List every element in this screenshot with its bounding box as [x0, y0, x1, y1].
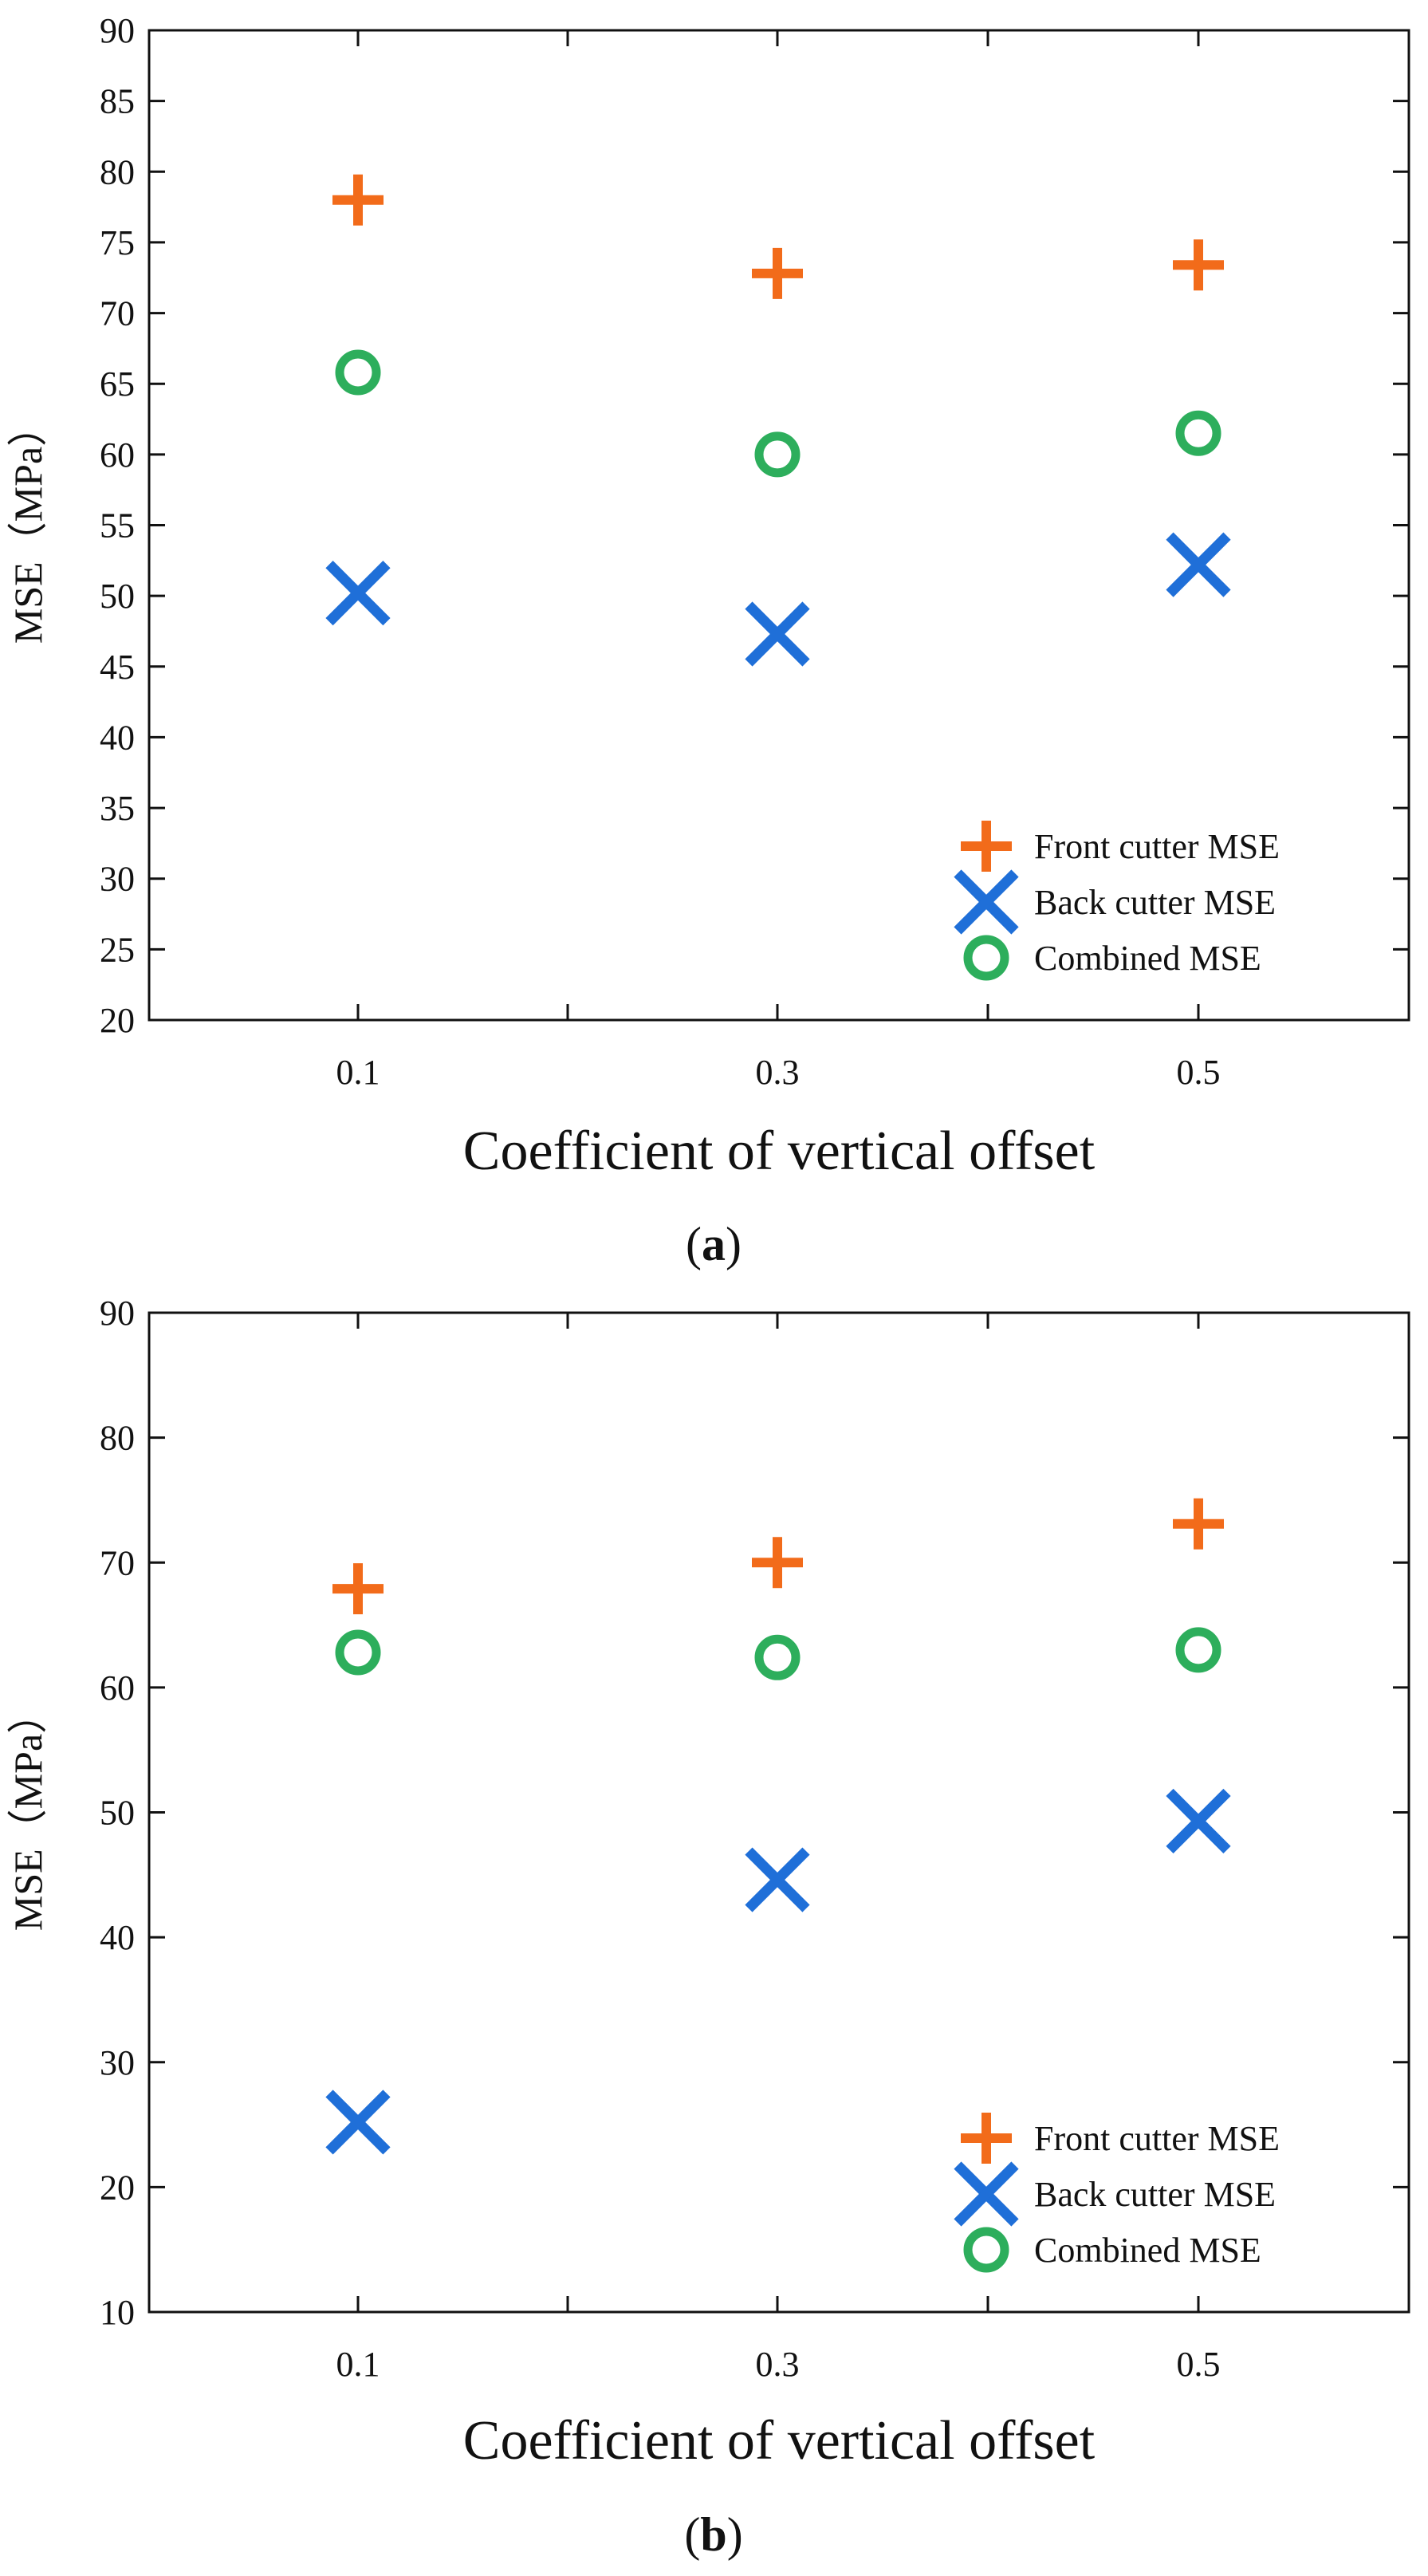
panel-label: (a)	[686, 1218, 742, 1270]
data-point-front	[752, 1537, 803, 1589]
data-point-back	[325, 2090, 391, 2155]
y-tick-label: 50	[100, 1794, 135, 1833]
y-tick-label: 10	[100, 2293, 135, 2332]
y-tick-label: 65	[100, 364, 135, 404]
x-tick-label: 0.1	[336, 1053, 380, 1092]
data-point-back	[1166, 532, 1231, 597]
y-tick-label: 80	[100, 152, 135, 191]
legend-marker-front	[961, 2113, 1012, 2164]
y-tick-label: 50	[100, 577, 135, 616]
panel-label: (b)	[684, 2508, 742, 2561]
y-tick-label: 40	[100, 1918, 135, 1957]
legend-marker-back	[954, 869, 1019, 935]
legend-marker-combined	[963, 935, 1009, 981]
chart-panel-a: 20 25 30 35 40 45 50 55 60 65 70 75 80 85 90 0.1 0.3 0.5 C…	[6, 11, 1410, 1270]
y-tick-label: 75	[100, 223, 135, 262]
x-axis-title: Coefficient of vertical offset	[463, 1121, 1096, 1182]
x-axis-title: Coefficient of vertical offset	[463, 2410, 1096, 2472]
y-tick-label: 35	[100, 789, 135, 828]
y-tick-label: 60	[100, 435, 135, 475]
x-tick-label: 0.1	[336, 2345, 380, 2384]
legend-marker-combined	[963, 2227, 1009, 2273]
y-tick-label: 90	[100, 11, 135, 50]
y-tick-label: 30	[100, 860, 135, 899]
data-point-front	[1173, 239, 1224, 291]
x-tick-label: 0.3	[756, 1053, 800, 1092]
y-tick-label: 55	[100, 506, 135, 546]
y-axis-title: MSE（MPa）	[6, 407, 50, 644]
data-point-front	[332, 174, 384, 226]
data-point-front	[332, 1563, 384, 1615]
legend-marker-front	[961, 821, 1012, 872]
data-point-front	[752, 247, 803, 299]
legend-marker-back	[954, 2161, 1019, 2227]
panel-letter: a	[702, 1218, 726, 1270]
y-tick-label: 80	[100, 1419, 135, 1458]
legend-label-back: Back cutter MSE	[1034, 883, 1276, 922]
data-point-back	[325, 561, 391, 626]
y-axis-title: MSE（MPa）	[6, 1694, 50, 1931]
y-tick-label: 40	[100, 718, 135, 757]
panel-letter: b	[700, 2508, 726, 2561]
legend-label-back: Back cutter MSE	[1034, 2175, 1276, 2214]
data-point-combined	[1175, 1627, 1221, 1673]
y-tick-label: 20	[100, 1001, 135, 1040]
legend-label-front: Front cutter MSE	[1034, 827, 1280, 866]
x-tick-label: 0.5	[1177, 1053, 1221, 1092]
y-tick-label: 60	[100, 1668, 135, 1707]
data-point-back	[1166, 1788, 1231, 1854]
chart-panel-b: 10 20 30 40 50 60 70 80 90 0.1 0.3 0.5 Coefficient o…	[6, 1294, 1410, 2561]
plot-frame	[148, 29, 1410, 1022]
y-tick-label: 30	[100, 2043, 135, 2082]
data-point-combined	[754, 1634, 801, 1680]
data-point-combined	[1175, 410, 1221, 456]
data-point-back	[745, 601, 810, 667]
data-point-combined	[335, 349, 381, 396]
y-tick-label: 70	[100, 1543, 135, 1582]
data-point-back	[745, 1847, 810, 1912]
x-tick-label: 0.3	[756, 2345, 800, 2384]
legend-label-combined: Combined MSE	[1034, 939, 1261, 978]
y-tick-label: 85	[100, 82, 135, 121]
plot-frame	[148, 1311, 1410, 2314]
y-tick-label: 70	[100, 294, 135, 333]
data-point-combined	[335, 1629, 381, 1676]
data-point-front	[1173, 1498, 1224, 1550]
legend-label-front: Front cutter MSE	[1034, 2119, 1280, 2158]
y-tick-label: 20	[100, 2168, 135, 2207]
y-tick-label: 90	[100, 1294, 135, 1333]
y-tick-label: 45	[100, 648, 135, 687]
x-tick-label: 0.5	[1177, 2345, 1221, 2384]
legend-label-combined: Combined MSE	[1034, 2231, 1261, 2270]
data-point-combined	[754, 431, 801, 478]
y-tick-label: 25	[100, 930, 135, 969]
